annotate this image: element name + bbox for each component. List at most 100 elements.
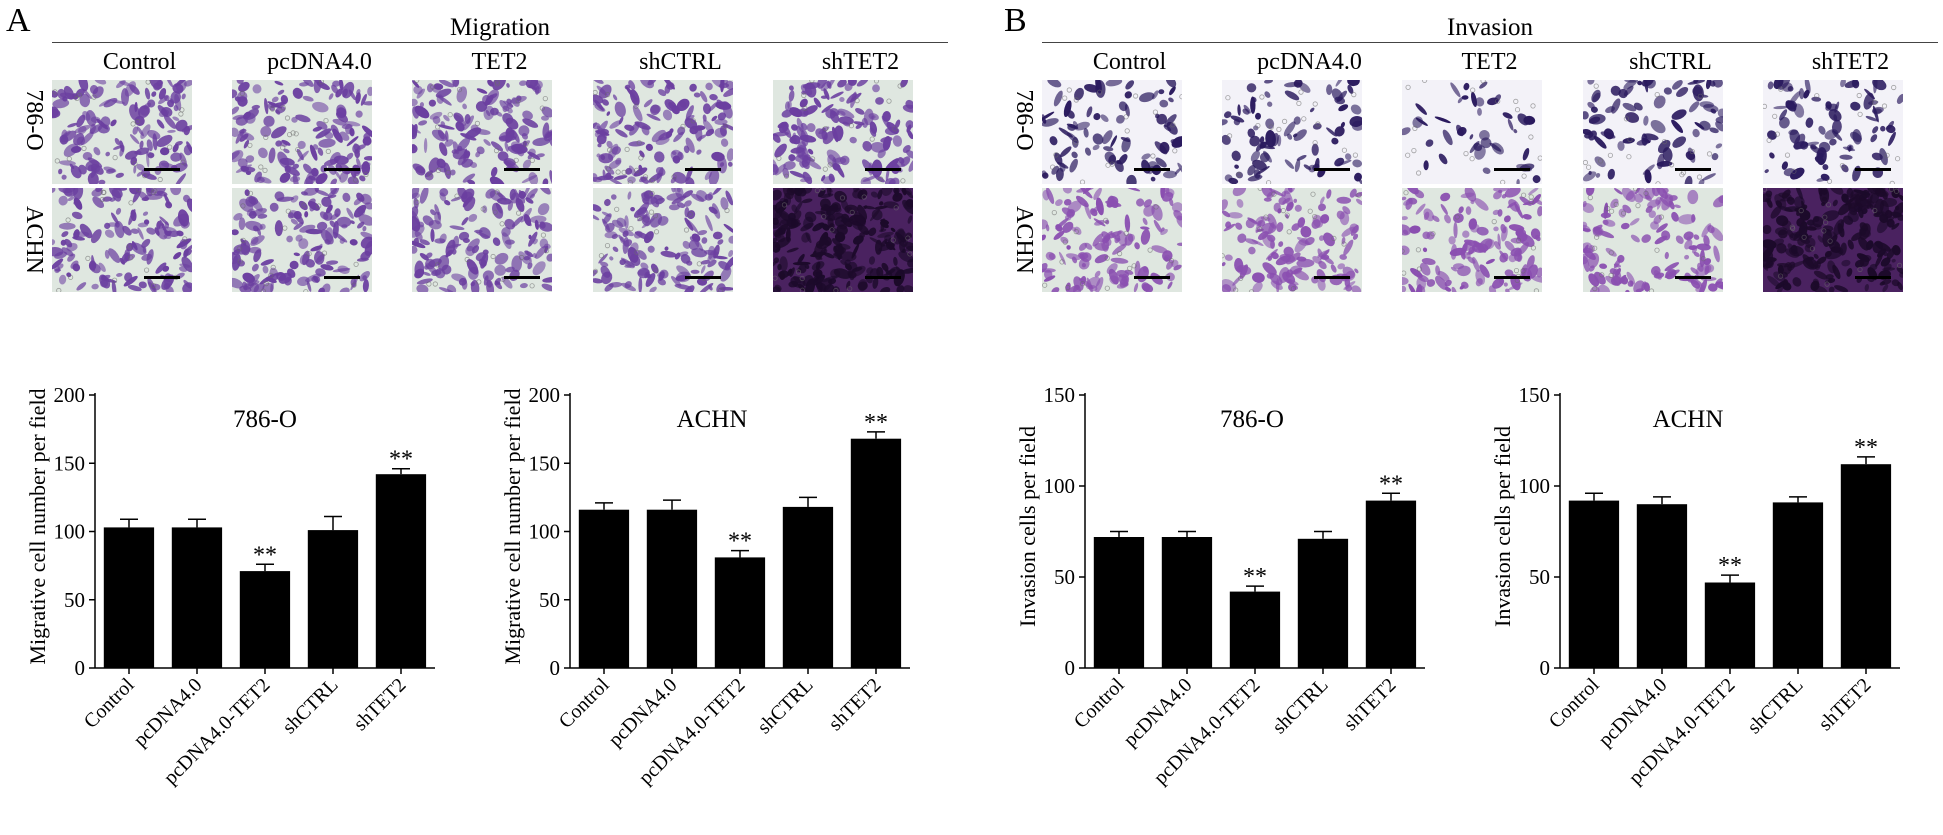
bar: [714, 557, 766, 668]
y-tick-label: 200: [54, 383, 86, 407]
significance-label: **: [728, 529, 752, 555]
micrograph-invasion-achn-4: [1583, 188, 1723, 292]
x-tick-label: Control: [80, 674, 139, 733]
bar: [1297, 538, 1349, 668]
bar: [578, 509, 630, 668]
micrograph-invasion-achn-2: [1222, 188, 1362, 292]
significance-label: **: [1854, 435, 1878, 461]
condition-label: shCTRL: [1629, 49, 1712, 75]
condition-label: pcDNA4.0: [1257, 49, 1362, 75]
bar: [1704, 582, 1756, 668]
significance-label: **: [1243, 564, 1267, 590]
significance-label: **: [389, 447, 413, 473]
micrograph-invasion-achn-1: [1042, 188, 1182, 292]
micrograph-migration-786o-2: [232, 80, 372, 184]
bar: [239, 571, 291, 668]
micrograph-migration-786o-3: [412, 80, 552, 184]
condition-label: Control: [102, 49, 177, 75]
condition-label: TET2: [1461, 49, 1518, 75]
x-tick-label: Control: [1545, 674, 1604, 733]
bar: [1772, 502, 1824, 668]
bar: [1568, 500, 1620, 668]
bar: [1840, 464, 1892, 668]
y-tick-label: 150: [529, 451, 561, 475]
cell-line-label: 786-O: [1011, 89, 1037, 151]
bar: [1229, 591, 1281, 668]
assay-title-migration: Migration: [450, 14, 550, 41]
cell-line-label: ACHN: [21, 205, 47, 275]
significance-label: **: [1718, 553, 1742, 579]
bar: [103, 527, 155, 668]
y-tick-label: 100: [54, 520, 86, 544]
micrograph-invasion-achn-5: [1763, 188, 1903, 292]
y-axis-label: Migrative cell number per field: [500, 388, 525, 664]
condition-label: shTET2: [1811, 49, 1890, 75]
chart-title: 786-O: [233, 406, 297, 433]
y-tick-label: 0: [1540, 656, 1551, 680]
micrograph-invasion-786o-3: [1402, 80, 1542, 184]
significance-label: **: [253, 542, 277, 568]
cell-line-label: ACHN: [1011, 205, 1037, 275]
bar: [850, 438, 902, 668]
panel-letter-b: B: [1004, 2, 1027, 39]
y-tick-label: 150: [1044, 383, 1076, 407]
micrograph-migration-achn-3: [412, 188, 552, 292]
chart-title: 786-O: [1220, 406, 1284, 433]
significance-label: **: [1379, 471, 1403, 497]
micrograph-migration-786o-4: [593, 80, 733, 184]
assay-title-invasion: Invasion: [1446, 14, 1534, 41]
x-tick-label: shTET2: [824, 674, 885, 735]
micrograph-invasion-786o-5: [1763, 80, 1903, 184]
y-tick-label: 200: [529, 383, 561, 407]
micrograph-invasion-786o-4: [1583, 80, 1723, 184]
panel-letter-a: A: [6, 2, 31, 39]
micrograph-migration-786o-1: [52, 80, 192, 184]
bar: [1093, 537, 1145, 668]
bar: [1365, 500, 1417, 668]
x-tick-label: Control: [1070, 674, 1129, 733]
micrograph-migration-achn-2: [232, 188, 372, 292]
micrograph-invasion-786o-1: [1042, 80, 1182, 184]
bar: [307, 530, 359, 668]
x-tick-label: shTET2: [1339, 674, 1400, 735]
bar: [1161, 537, 1213, 668]
y-tick-label: 150: [1519, 383, 1551, 407]
y-tick-label: 50: [1054, 565, 1075, 589]
y-axis-label: Invasion cells per field: [1490, 426, 1515, 627]
y-axis-label: Invasion cells per field: [1015, 426, 1040, 627]
cell-line-label: 786-O: [21, 89, 47, 151]
x-tick-label: shTET2: [349, 674, 410, 735]
x-tick-label: shCTRL: [753, 674, 817, 738]
condition-label: Control: [1092, 49, 1167, 75]
y-tick-label: 50: [1529, 565, 1550, 589]
micrograph-migration-achn-5: [773, 188, 913, 292]
condition-label: shTET2: [821, 49, 900, 75]
condition-label: shCTRL: [639, 49, 722, 75]
y-tick-label: 100: [1044, 474, 1076, 498]
micrograph-migration-786o-5: [773, 80, 913, 184]
bar: [782, 506, 834, 668]
bar: [1636, 504, 1688, 668]
x-tick-label: shCTRL: [1268, 674, 1332, 738]
y-tick-label: 50: [539, 588, 560, 612]
condition-label: pcDNA4.0: [267, 49, 372, 75]
bar-chart-migration-achn: ACHN Migrative cell number per field 0 50 10…: [500, 383, 910, 789]
x-tick-label: Control: [555, 674, 614, 733]
chart-title: ACHN: [1653, 406, 1724, 433]
bar: [375, 474, 427, 668]
y-axis-label: Migrative cell number per field: [25, 388, 50, 664]
micrograph-migration-achn-1: [52, 188, 192, 292]
bar: [171, 527, 223, 668]
assay-rule-invasion: [1042, 42, 1938, 43]
y-tick-label: 100: [1519, 474, 1551, 498]
y-tick-label: 100: [529, 520, 561, 544]
significance-label: **: [864, 410, 888, 436]
y-tick-label: 150: [54, 451, 86, 475]
micrograph-migration-achn-4: [593, 188, 733, 292]
y-tick-label: 0: [75, 656, 86, 680]
bar-chart-migration-786o: 786-O Migrative cell number per field 0 50 1…: [25, 383, 435, 789]
chart-title: ACHN: [677, 406, 748, 433]
micrograph-invasion-achn-3: [1402, 188, 1542, 292]
micrograph-invasion-786o-2: [1222, 80, 1362, 184]
